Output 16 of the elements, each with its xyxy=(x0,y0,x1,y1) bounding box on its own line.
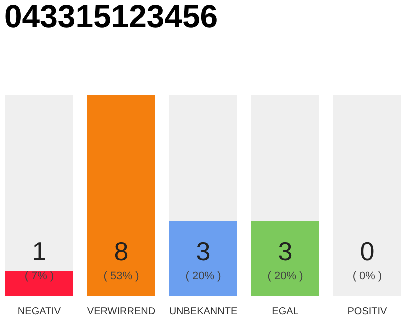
x-tick-label: UNBEKANNTE xyxy=(169,306,238,318)
annotation: 8 xyxy=(114,236,129,267)
annotation: 3 xyxy=(196,236,211,267)
annotation: 0 xyxy=(360,236,375,267)
annotation: ( 7% ) xyxy=(24,270,54,283)
annotation: 3 xyxy=(278,236,293,267)
annotation: 1 xyxy=(32,236,47,267)
annotation: ( 53% ) xyxy=(104,270,140,283)
chart-title: 043315123456 xyxy=(4,0,218,34)
x-tick-label: POSITIV xyxy=(348,306,388,318)
x-tick-label: NEGATIV xyxy=(18,306,62,318)
annotation: ( 0% ) xyxy=(352,270,382,283)
x-tick-label: EGAL xyxy=(272,306,300,318)
annotation: ( 20% ) xyxy=(268,270,304,283)
x-tick-label: VERWIRREND xyxy=(87,306,156,318)
annotation: ( 20% ) xyxy=(186,270,222,283)
